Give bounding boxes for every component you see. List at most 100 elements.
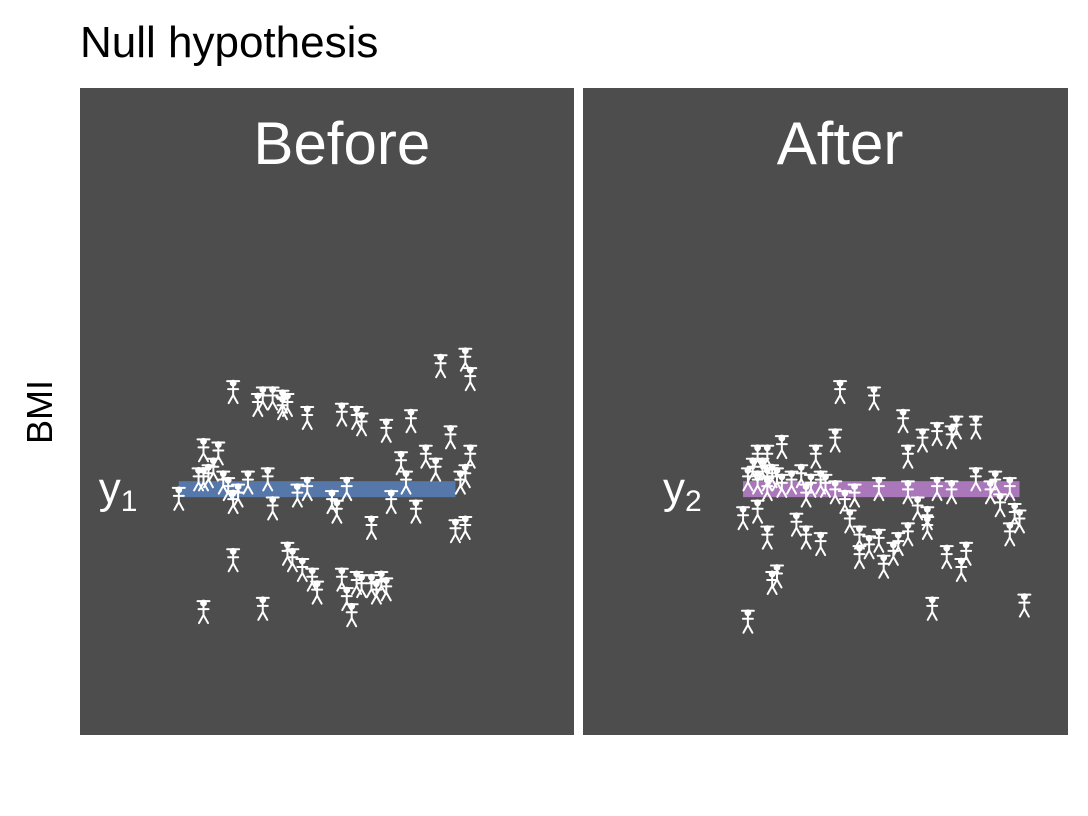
data-point [750,444,765,469]
data-point [285,547,300,573]
data-point [930,476,945,502]
data-point [852,525,867,550]
data-point [794,463,809,489]
data-point [736,505,751,531]
data-point [399,470,414,495]
data-point [900,444,915,469]
data-point [290,483,305,508]
data-point [231,483,246,508]
data-point [334,567,349,592]
data-point [896,408,911,434]
data-point [828,479,843,505]
data-point [201,463,216,489]
data-point [1002,476,1017,502]
data-point [364,515,379,540]
data-point [842,509,857,534]
panel-background [80,88,574,735]
data-point [784,470,799,495]
data-point [226,547,241,573]
data-point [750,499,765,524]
data-point [740,609,755,634]
mean-label-subscript: 2 [685,485,702,518]
data-point [818,473,833,498]
data-point [300,476,315,502]
data-point [876,554,891,579]
data-point [448,518,463,544]
data-point [968,467,983,492]
data-point [354,412,369,437]
data-point [867,386,881,411]
data-point [295,557,310,583]
data-point [799,483,814,508]
data-point [770,564,784,589]
data-point [384,489,399,515]
data-point [828,428,843,453]
data-point [260,467,275,492]
data-point [1017,593,1032,618]
data-point [418,444,433,469]
data-point [813,531,828,557]
data-point [334,402,349,427]
data-point [808,444,823,469]
data-point [265,386,280,411]
data-point [344,602,359,628]
data-point [954,557,969,583]
data-point [833,379,848,405]
panel-title: After [777,110,904,177]
data-point [226,379,241,405]
data-point [1002,522,1017,547]
data-point [740,467,755,492]
data-point [280,392,295,418]
chart-title: Null hypothesis [80,18,378,67]
data-point [379,577,394,602]
data-point [760,525,775,550]
data-point [944,479,959,505]
data-point [458,463,473,489]
data-point [310,580,325,605]
data-point [925,596,940,621]
data-point [891,531,906,557]
data-point [900,522,915,547]
y-axis-label: BMI [19,380,60,444]
data-point [959,541,974,566]
data-point [255,596,270,621]
data-point [408,499,423,524]
data-point [211,441,226,466]
data-point [871,528,886,553]
data-point [463,444,478,469]
data-point [379,418,394,443]
data-point [171,486,186,511]
data-point [433,353,448,379]
data-point [265,496,280,521]
data-point [910,496,925,521]
data-point [760,467,775,492]
mean-label-subscript: 1 [121,485,138,518]
data-point [862,534,877,560]
data-point [988,470,1003,495]
data-point [428,457,443,482]
data-point [394,450,409,476]
data-point [196,599,211,625]
data-point [939,544,954,570]
data-point [750,470,765,495]
data-point [915,428,930,453]
data-point [774,434,789,460]
data-point [443,424,458,450]
data-point [774,473,789,498]
data-point [275,389,290,414]
data-point [968,415,983,440]
data-point [993,492,1008,518]
data-point [900,479,915,505]
data-point [458,347,473,372]
data-point [930,421,945,447]
data-point [847,483,862,508]
data-point [329,499,344,524]
panel-background [583,88,1068,735]
data-point [949,415,964,440]
data-point [852,544,867,570]
